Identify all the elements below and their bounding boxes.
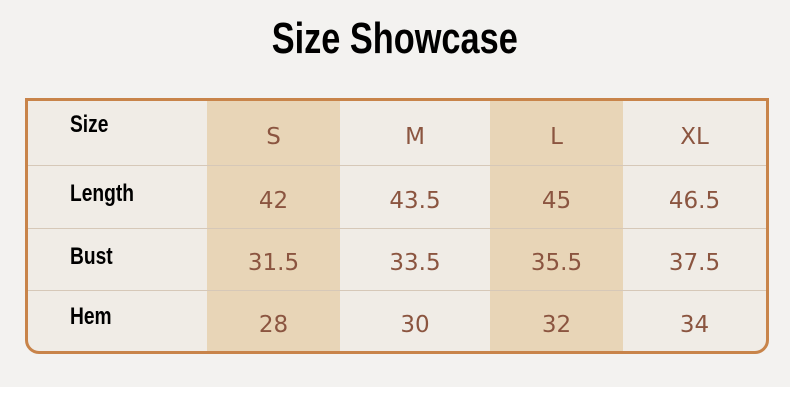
table-cell: 31.5 [247, 250, 300, 276]
table-row-label: Bust [70, 226, 123, 288]
table-cell: 30 [400, 311, 430, 338]
size-header-cell: M [405, 124, 425, 150]
table-cell: 42 [258, 187, 289, 214]
row-divider [28, 228, 766, 229]
page-title: Size Showcase [271, 14, 519, 63]
table-cell: 46.5 [668, 187, 721, 214]
table-cell: 45 [541, 187, 572, 214]
table-cell: 35.5 [530, 250, 583, 276]
table-cell: 34 [679, 311, 710, 338]
table-cell: 43.5 [389, 187, 441, 214]
size-header-cell: S [266, 124, 281, 150]
row-label-text: Length [70, 179, 134, 207]
row-divider [28, 165, 766, 166]
size-table: Size S M L XL Length 42 43.5 45 46.5 Bust 31.5 33.5 3… [25, 98, 769, 354]
row-label-text: Bust [70, 243, 113, 270]
row-label-text: Hem [70, 302, 112, 330]
table-row-label: Length [70, 162, 150, 225]
table-cell: 28 [258, 311, 289, 338]
row-label-text: Size [70, 111, 109, 138]
size-header-cell: L [550, 124, 563, 150]
header-row-label: Size [70, 101, 118, 157]
table-cell: 33.5 [389, 250, 441, 276]
table-cell: 32 [541, 311, 572, 338]
highlight-column-l [490, 101, 623, 351]
table-row-label: Hem [70, 286, 122, 347]
table-cell: 37.5 [668, 250, 721, 276]
size-header-cell: XL [680, 124, 709, 150]
highlight-column-s [207, 101, 340, 351]
row-divider [28, 290, 766, 291]
